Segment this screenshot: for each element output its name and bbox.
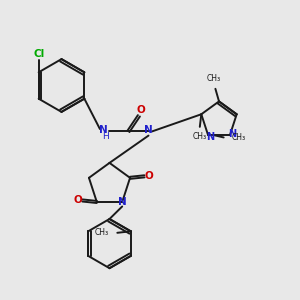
Text: N: N — [206, 131, 214, 142]
Text: O: O — [74, 195, 82, 205]
Text: N: N — [228, 128, 236, 139]
Text: N: N — [118, 197, 127, 207]
Text: O: O — [145, 171, 153, 181]
Text: CH₃: CH₃ — [193, 132, 207, 141]
Text: O: O — [137, 105, 146, 116]
Text: Cl: Cl — [34, 49, 45, 59]
Text: N: N — [99, 125, 108, 135]
Text: N: N — [144, 125, 153, 135]
Text: CH₃: CH₃ — [95, 228, 109, 237]
Text: CH₃: CH₃ — [207, 74, 221, 83]
Text: H: H — [103, 132, 109, 141]
Text: CH₃: CH₃ — [232, 133, 246, 142]
